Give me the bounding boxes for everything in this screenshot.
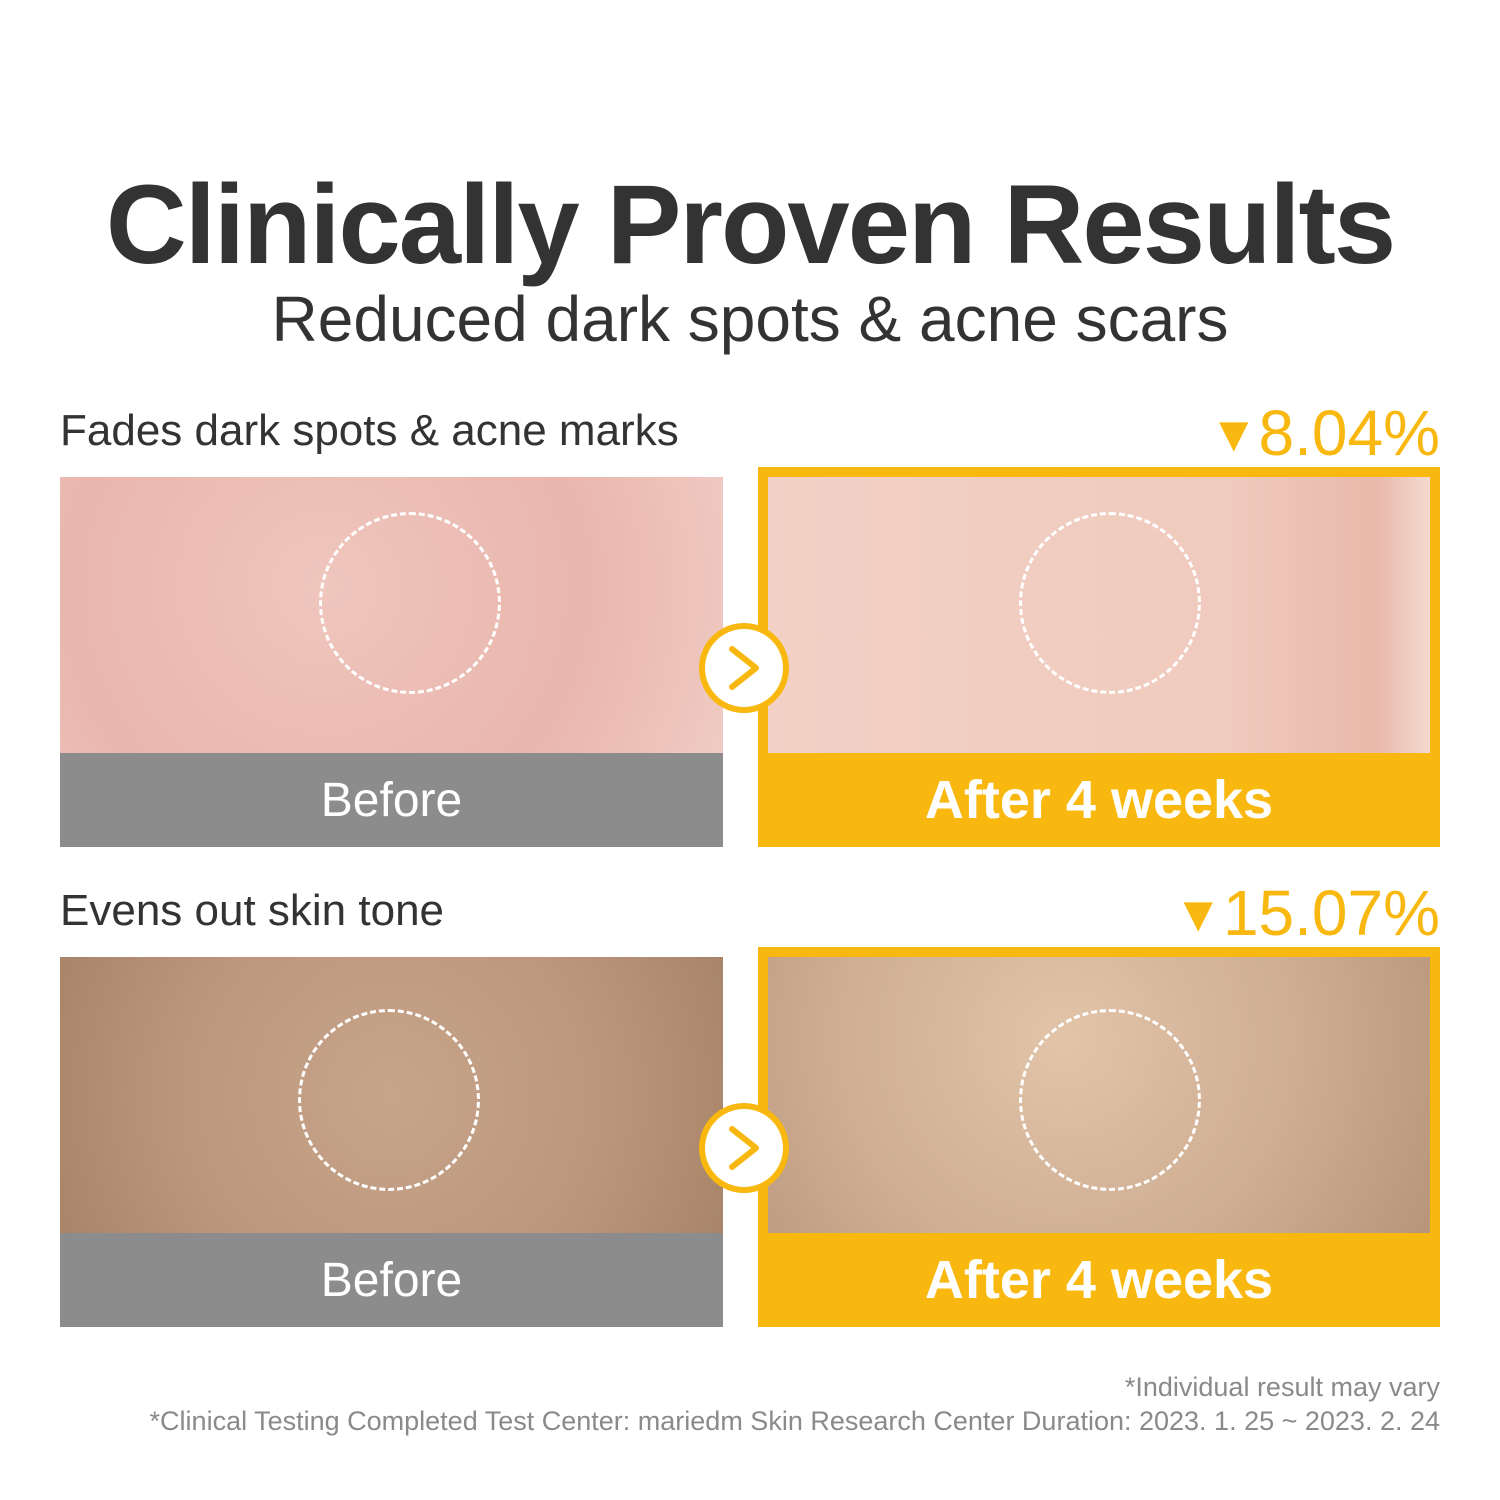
down-triangle-icon: ▼ [1173, 886, 1223, 942]
focus-circle [1019, 1009, 1201, 1191]
focus-circle [298, 1009, 480, 1191]
percent-value: 15.07% [1222, 877, 1440, 949]
reduction-percent: ▼8.04% [1209, 396, 1440, 470]
down-triangle-icon: ▼ [1209, 406, 1259, 462]
chevron-right-icon [729, 646, 759, 690]
page-title: Clinically Proven Results [105, 162, 1396, 287]
before-label: Before [60, 1233, 723, 1327]
after-label: After 4 weeks [768, 1233, 1430, 1327]
after-photo [768, 957, 1430, 1233]
focus-circle [319, 512, 501, 694]
page-subtitle: Reduced dark spots & acne scars [271, 283, 1229, 355]
after-label: After 4 weeks [768, 753, 1430, 847]
footnote-results: *Individual result may vary [1124, 1372, 1440, 1402]
percent-value: 8.04% [1258, 397, 1440, 469]
footnote-clinical: *Clinical Testing Completed Test Center:… [149, 1406, 1440, 1436]
after-photo [768, 477, 1430, 753]
arrow-badge [699, 623, 789, 713]
before-photo [60, 957, 723, 1233]
arrow-badge [699, 1103, 789, 1193]
before-photo [60, 477, 723, 753]
chevron-right-icon [729, 1126, 759, 1170]
section-label: Fades dark spots & acne marks [60, 406, 679, 455]
focus-circle [1019, 512, 1201, 694]
section-label: Evens out skin tone [60, 886, 445, 935]
before-label: Before [60, 753, 723, 847]
reduction-percent: ▼15.07% [1173, 876, 1440, 950]
